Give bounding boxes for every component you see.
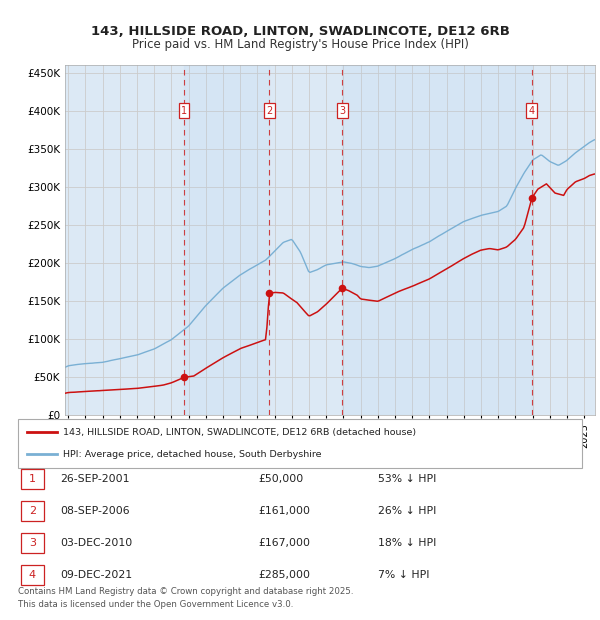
Text: 4: 4 (529, 106, 535, 116)
Text: £50,000: £50,000 (258, 474, 303, 484)
Text: 1: 1 (181, 106, 187, 116)
Text: £285,000: £285,000 (258, 570, 310, 580)
Text: £161,000: £161,000 (258, 506, 310, 516)
Text: Contains HM Land Registry data © Crown copyright and database right 2025.
This d: Contains HM Land Registry data © Crown c… (18, 587, 353, 609)
Bar (184, 65, 269, 415)
Text: 1: 1 (29, 474, 36, 484)
Text: 3: 3 (339, 106, 345, 116)
Text: 09-DEC-2021: 09-DEC-2021 (60, 570, 132, 580)
Text: 18% ↓ HPI: 18% ↓ HPI (378, 538, 436, 548)
Text: HPI: Average price, detached house, South Derbyshire: HPI: Average price, detached house, Sout… (63, 450, 322, 459)
Text: 2: 2 (29, 506, 36, 516)
Text: 143, HILLSIDE ROAD, LINTON, SWADLINCOTE, DE12 6RB: 143, HILLSIDE ROAD, LINTON, SWADLINCOTE,… (91, 25, 509, 38)
Text: 53% ↓ HPI: 53% ↓ HPI (378, 474, 436, 484)
Text: Price paid vs. HM Land Registry's House Price Index (HPI): Price paid vs. HM Land Registry's House … (131, 38, 469, 51)
Bar (342, 65, 532, 415)
Text: 3: 3 (29, 538, 36, 548)
Text: £167,000: £167,000 (258, 538, 310, 548)
Text: 2: 2 (266, 106, 272, 116)
Text: 26-SEP-2001: 26-SEP-2001 (60, 474, 130, 484)
Text: 7% ↓ HPI: 7% ↓ HPI (378, 570, 430, 580)
Text: 26% ↓ HPI: 26% ↓ HPI (378, 506, 436, 516)
Text: 03-DEC-2010: 03-DEC-2010 (60, 538, 132, 548)
Text: 143, HILLSIDE ROAD, LINTON, SWADLINCOTE, DE12 6RB (detached house): 143, HILLSIDE ROAD, LINTON, SWADLINCOTE,… (63, 428, 416, 437)
Text: 08-SEP-2006: 08-SEP-2006 (60, 506, 130, 516)
Text: 4: 4 (29, 570, 36, 580)
